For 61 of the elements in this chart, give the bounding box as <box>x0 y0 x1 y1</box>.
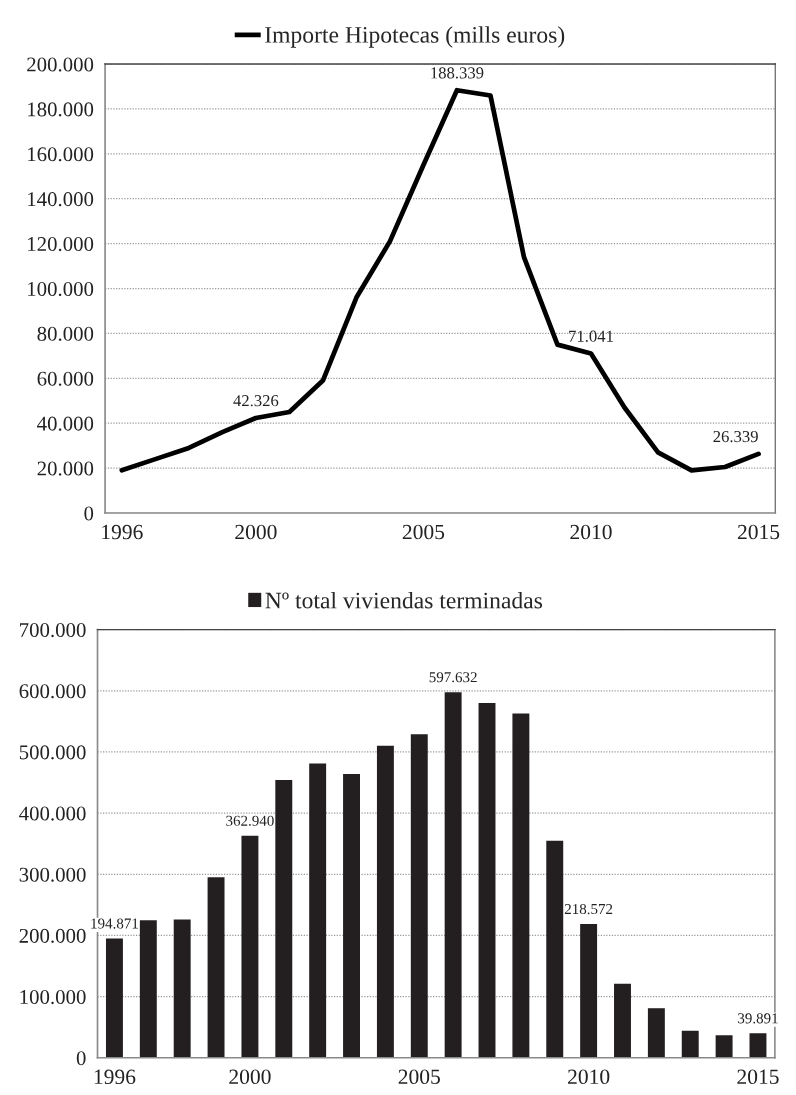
data-label: 597.632 <box>429 672 477 683</box>
bar <box>749 1033 767 1058</box>
bar <box>343 773 360 1058</box>
x-tick-label: 1996 <box>102 524 143 540</box>
y-tick-label: 180.000 <box>28 102 94 117</box>
y-tick-label: 300.000 <box>19 867 86 882</box>
y-tick-label: 100.000 <box>28 281 94 297</box>
bar <box>275 780 293 1058</box>
bar <box>580 924 598 1058</box>
data-label: 194.871 <box>91 918 138 929</box>
data-label: 362.940 <box>226 815 274 826</box>
data-label: 39.891 <box>738 1013 778 1024</box>
data-label: 42.326 <box>233 395 279 407</box>
data-label: 71.041 <box>569 330 613 342</box>
x-tick-label: 1996 <box>94 1069 136 1085</box>
x-tick-label: 2015 <box>737 1069 779 1085</box>
bar <box>512 713 530 1058</box>
y-tick-label: 700.000 <box>20 623 86 638</box>
y-tick-label: 160.000 <box>28 147 94 162</box>
legend-label: Importe Hipotecas (mills euros) <box>265 26 565 48</box>
y-tick-label: 400.000 <box>19 806 86 821</box>
bar <box>207 877 225 1058</box>
y-tick-label: 60.000 <box>37 371 94 386</box>
y-tick-label: 500.000 <box>19 745 86 760</box>
bar <box>546 840 564 1058</box>
bar <box>647 1008 665 1058</box>
data-label: 218.572 <box>564 903 613 915</box>
bar <box>478 703 496 1058</box>
y-tick-label: 80.000 <box>37 326 94 341</box>
data-label: 188.339 <box>431 67 484 79</box>
bar <box>309 763 327 1058</box>
y-tick-label: 600.000 <box>19 684 86 699</box>
bar <box>139 920 157 1058</box>
y-tick-label: 0 <box>84 506 94 521</box>
x-tick-label: 2010 <box>570 524 612 540</box>
y-tick-label: 20.000 <box>37 461 94 476</box>
y-tick-label: 200.000 <box>19 928 86 943</box>
data-label: 26.339 <box>713 430 758 443</box>
bar <box>444 692 462 1058</box>
line-series <box>119 87 761 473</box>
bar <box>410 734 428 1058</box>
x-tick-label: 2010 <box>568 1069 610 1085</box>
bar <box>614 983 631 1058</box>
bar <box>715 1035 733 1058</box>
y-tick-label: 200.000 <box>27 57 94 72</box>
x-tick-label: 2000 <box>235 524 277 540</box>
y-tick-label: 0 <box>76 1051 86 1066</box>
y-tick-label: 40.000 <box>37 416 94 431</box>
bar <box>241 835 259 1058</box>
y-tick-label: 100.000 <box>20 989 86 1005</box>
y-tick-label: 140.000 <box>28 192 94 207</box>
y-tick-label: 120.000 <box>28 237 94 252</box>
x-tick-label: 2015 <box>737 524 780 540</box>
x-tick-label: 2005 <box>402 524 445 540</box>
legend-label: Nº total viviendas terminadas <box>265 591 543 609</box>
x-tick-label: 2005 <box>398 1069 440 1085</box>
bar <box>376 745 394 1058</box>
x-tick-label: 2000 <box>229 1069 271 1085</box>
bar <box>173 919 191 1058</box>
bar <box>681 1030 699 1058</box>
bar <box>105 938 123 1058</box>
